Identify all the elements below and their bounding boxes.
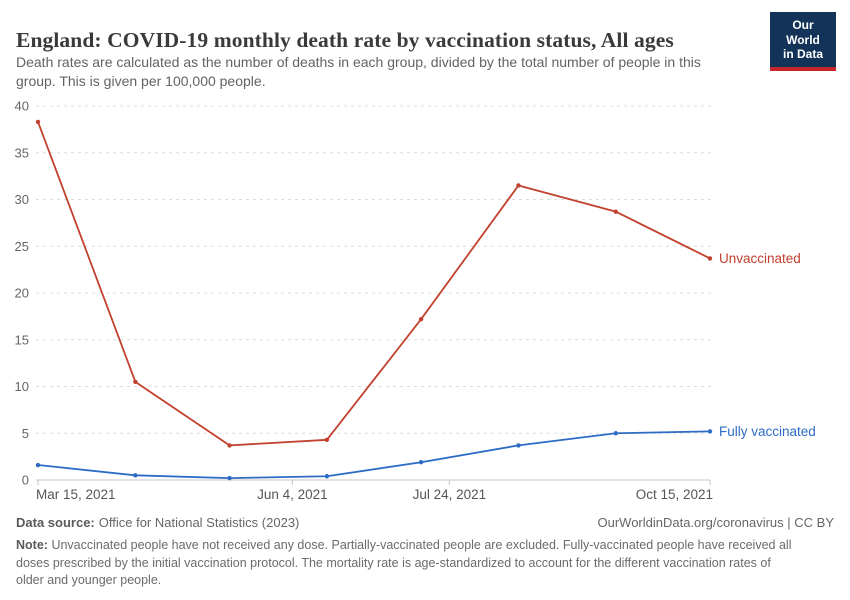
owid-logo-line2: in Data <box>782 47 823 61</box>
data-point-fully-vaccinated-4 <box>418 460 424 465</box>
data-point-fully-vaccinated-0 <box>35 462 41 468</box>
y-tick-label-25: 25 <box>15 239 29 254</box>
data-point-fully-vaccinated-5 <box>516 443 521 448</box>
chart-canvas: 0 5 10 15 20 25 30 35 40 Mar 15, 2021 Jun 4, 2021 J… <box>15 99 816 503</box>
data-point-unvaccinated-2 <box>227 443 232 448</box>
y-tick-label-40: 40 <box>15 99 29 114</box>
note-line-1: Note: Unvaccinated people have not recei… <box>16 537 834 555</box>
owid-logo-line1: Our World <box>786 18 820 47</box>
owid-logo[interactable]: Our World in Data <box>770 12 836 71</box>
y-tick-label-20: 20 <box>15 286 29 301</box>
note-label: Note: <box>16 538 48 552</box>
subtitle-line-2: group. This is given per 100,000 people. <box>16 73 266 89</box>
y-tick-label-35: 35 <box>15 145 29 160</box>
note-line-1-text: Unvaccinated people have not received an… <box>51 538 792 552</box>
data-source-value: Office for National Statistics (2023) <box>98 515 300 530</box>
x-tick-label-0: Mar 15, 2021 <box>36 487 116 502</box>
data-source: Data source: Office for National Statisti… <box>16 515 299 530</box>
data-point-unvaccinated-0 <box>35 119 41 125</box>
data-point-unvaccinated-7 <box>707 256 713 261</box>
footer-note: Note: Unvaccinated people have not recei… <box>16 537 834 590</box>
data-point-unvaccinated-1 <box>133 379 138 385</box>
data-point-fully-vaccinated-7 <box>707 429 713 434</box>
x-tick-label-3: Oct 15, 2021 <box>636 487 713 502</box>
series-line-fully-vaccinated <box>37 430 711 480</box>
chart-title: England: COVID-19 monthly death rate by … <box>16 28 674 53</box>
y-tick-label-30: 30 <box>15 192 29 207</box>
y-tick-label-15: 15 <box>15 332 29 347</box>
data-point-fully-vaccinated-1 <box>133 473 138 478</box>
owid-logo-stripe <box>770 66 836 71</box>
data-point-fully-vaccinated-2 <box>227 475 232 481</box>
subtitle-line-1: Death rates are calculated as the number… <box>16 54 701 70</box>
data-point-unvaccinated-3 <box>324 437 330 442</box>
x-tick-label-1: Jun 4, 2021 <box>257 487 328 502</box>
data-point-unvaccinated-6 <box>613 209 618 214</box>
data-point-unvaccinated-5 <box>516 183 521 188</box>
chart-subtitle: Death rates are calculated as the number… <box>16 53 701 91</box>
footer-source-row: Data source: Office for National Statisti… <box>16 515 834 530</box>
series-line-unvaccinated <box>37 120 711 447</box>
data-point-fully-vaccinated-3 <box>324 474 330 479</box>
y-tick-label-10: 10 <box>15 379 29 394</box>
y-tick-label-0: 0 <box>22 473 29 488</box>
data-point-fully-vaccinated-6 <box>613 431 618 436</box>
citation-link[interactable]: OurWorldinData.org/coronavirus | CC BY <box>597 515 834 530</box>
owid-logo-text: Our World in Data <box>770 12 836 67</box>
note-line-3: older and younger people. <box>16 573 162 587</box>
data-point-unvaccinated-4 <box>418 316 424 322</box>
x-tick-label-2: Jul 24, 2021 <box>413 487 487 502</box>
note-line-2: doses prescribed by the initial vaccinat… <box>16 555 771 570</box>
y-tick-label-5: 5 <box>22 426 29 441</box>
series-end-label-unvaccinated: Unvaccinated <box>719 251 801 266</box>
series-end-label-fully-vaccinated: Fully vaccinated <box>719 424 816 439</box>
data-source-label: Data source: <box>16 515 95 530</box>
